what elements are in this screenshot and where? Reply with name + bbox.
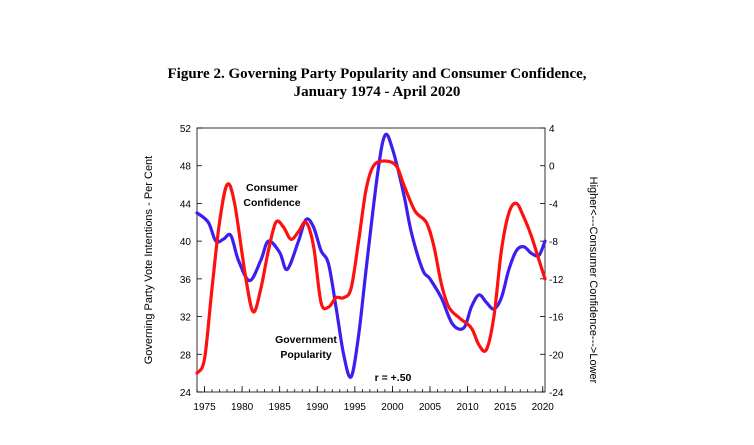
y-right-tick-label: -24: [549, 388, 564, 399]
y-right-tick-label: -8: [549, 237, 558, 248]
series-line-consumer-confidence: [195, 159, 547, 375]
y-left-tick-label: 52: [180, 124, 192, 135]
y-left-tick-label: 40: [180, 237, 192, 248]
y-left-tick-label: 48: [180, 162, 192, 173]
annotation-label: Popularity: [280, 349, 332, 361]
chart-title-line-2: January 1974 - April 2020: [293, 84, 461, 100]
x-tick-label: 2005: [419, 402, 442, 413]
x-tick-label: 1975: [193, 402, 216, 413]
x-tick-label: 1995: [344, 402, 367, 413]
chart-title-line-1: Figure 2. Governing Party Popularity and…: [167, 66, 587, 82]
annotation-label: Government: [275, 334, 337, 346]
x-tick-label: 1985: [269, 402, 292, 413]
x-tick-label: 2000: [381, 402, 404, 413]
y-left-axis-label: Governing Party Vote Intentions - Per Ce…: [143, 156, 155, 365]
annotation-label: Consumer: [246, 182, 298, 194]
y-left-tick-label: 36: [180, 275, 192, 286]
y-right-tick-label: -20: [549, 350, 564, 361]
y-left-tick-label: 24: [180, 388, 192, 399]
x-tick-label: 2020: [532, 402, 555, 413]
x-tick-label: 1990: [306, 402, 329, 413]
x-tick-label: 2015: [494, 402, 517, 413]
plot-frame: [196, 127, 546, 393]
y-left-tick-label: 32: [180, 313, 192, 324]
y-right-tick-label: 0: [549, 162, 555, 173]
y-left-tick-label: 28: [180, 350, 192, 361]
annotation-label: Confidence: [243, 197, 300, 209]
y-left-tick-label: 44: [180, 199, 192, 210]
y-right-tick-label: 4: [549, 124, 555, 135]
annotation-label: r = +.50: [375, 372, 412, 384]
y-right-tick-label: -12: [549, 275, 564, 286]
x-tick-label: 2010: [456, 402, 479, 413]
x-tick-label: 1980: [231, 402, 254, 413]
y-right-tick-label: -16: [549, 313, 564, 324]
y-right-axis-label: Higher<---Consumer Confidence--->Lower: [587, 177, 599, 384]
y-right-tick-label: -4: [549, 199, 558, 210]
